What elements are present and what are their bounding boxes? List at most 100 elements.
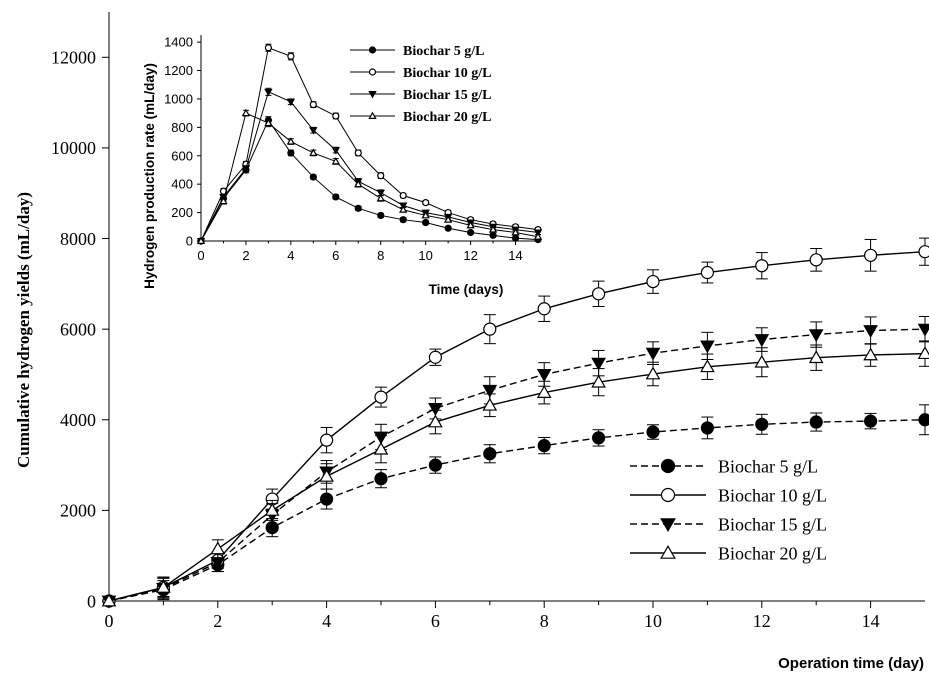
- main-data-point: [591, 357, 606, 371]
- main-legend-marker: [660, 544, 676, 559]
- main-data-point: [863, 347, 878, 361]
- main-data-point: [700, 265, 715, 280]
- main-y-axis-label: Cumulative hydrogen yields (mL/day): [14, 192, 33, 468]
- inset-data-point: [286, 137, 296, 145]
- main-data-point: [537, 438, 551, 453]
- main-legend: Biochar 5 g/L Biochar 10 g/L Biochar 15 g/…: [630, 456, 827, 563]
- inset-data-point: [309, 127, 318, 135]
- main-data-point: [917, 346, 929, 360]
- inset-data-point: [422, 218, 430, 227]
- main-data-point: [428, 414, 443, 428]
- inset-y-tick-label: 0: [186, 234, 193, 249]
- main-data-point: [917, 323, 929, 337]
- inset-legend-label: Biochar 10 g/L: [403, 66, 491, 81]
- inset-data-point: [377, 172, 385, 180]
- main-data-point: [428, 403, 443, 416]
- inset-data-point: [264, 88, 273, 97]
- inset-legend-marker: [368, 46, 377, 54]
- inset-y-tick-label: 1400: [164, 35, 193, 50]
- main-data-point: [428, 458, 442, 472]
- main-y-tick-label: 0: [87, 591, 96, 611]
- inset-data-point: [331, 147, 340, 155]
- inset-legend-label: Biochar 15 g/L: [403, 88, 491, 103]
- inset-y-tick-label: 1000: [164, 91, 193, 106]
- main-data-point: [156, 579, 171, 593]
- inset-series-line: [200, 91, 539, 242]
- inset-x-tick-label: 8: [377, 248, 384, 263]
- main-data-point: [645, 347, 661, 361]
- main-x-tick-label: 2: [213, 611, 222, 631]
- inset-legend-label: Biochar 5 g/L: [403, 44, 484, 59]
- inset-data-point: [354, 149, 362, 157]
- main-series-line: [108, 352, 926, 602]
- main-data-point: [483, 447, 497, 461]
- inset-data-point: [399, 191, 407, 200]
- main-data-point: [264, 502, 280, 516]
- main-legend-marker: [660, 487, 676, 503]
- main-data-point: [320, 433, 334, 447]
- main-x-axis-label: Operation time (day): [778, 655, 924, 672]
- inset-x-axis-label: Time (days): [429, 282, 504, 297]
- inset-legend-label: Biochar 20 g/L: [403, 110, 491, 125]
- main-data-point: [754, 354, 770, 368]
- inset-data-point: [376, 194, 385, 202]
- main-x-tick-label: 12: [753, 611, 771, 631]
- inset-y-tick-label: 200: [171, 205, 193, 220]
- main-data-point: [755, 417, 769, 431]
- main-y-tick-label: 4000: [60, 410, 96, 430]
- inset-data-point: [332, 193, 340, 201]
- main-data-point: [320, 492, 334, 506]
- inset-x-tick-label: 6: [332, 248, 339, 263]
- main-data-point: [700, 421, 715, 435]
- inset-data-point: [309, 148, 318, 156]
- main-data-point: [863, 325, 878, 339]
- main-chart: 0 2 4 6 8 10 12 14020004000600080001000012000Op…: [14, 12, 929, 672]
- main-y-tick-label: 2000: [60, 501, 96, 521]
- inset-y-axis-label: Hydrogen production rate (mL/day): [142, 63, 157, 289]
- inset-x-tick-label: 10: [418, 248, 432, 263]
- main-data-point: [210, 541, 226, 555]
- main-legend-label: Biochar 5 g/L: [718, 456, 818, 476]
- main-series-biochar-5-g-l: [102, 404, 929, 608]
- inset-data-point: [467, 228, 475, 237]
- inset-x-tick-label: 2: [242, 248, 249, 263]
- main-x-tick-label: 0: [105, 611, 114, 631]
- main-data-point: [863, 414, 878, 428]
- inset-x-tick-label: 0: [197, 248, 204, 263]
- inset-data-point: [488, 225, 498, 233]
- inset-series-biochar-20-g-l: [196, 108, 543, 244]
- inset-data-point: [219, 196, 228, 205]
- inset-data-point: [443, 215, 453, 223]
- main-legend-label: Biochar 15 g/L: [718, 514, 827, 534]
- main-legend-label: Biochar 10 g/L: [718, 485, 827, 505]
- main-x-tick-label: 8: [540, 611, 549, 631]
- main-data-point: [809, 415, 823, 429]
- inset-data-point: [264, 118, 273, 127]
- main-y-tick-label: 6000: [60, 319, 96, 339]
- inset-data-point: [354, 179, 363, 188]
- main-data-point: [536, 369, 552, 382]
- inset-data-point: [399, 205, 408, 213]
- inset-data-point: [511, 234, 520, 242]
- main-legend-marker: [660, 518, 676, 533]
- inset-legend-marker: [368, 111, 377, 120]
- main-x-tick-label: 6: [431, 611, 440, 631]
- inset-x-tick-label: 4: [287, 248, 294, 263]
- main-x-tick-label: 10: [644, 611, 662, 631]
- inset-x-tick-label: 12: [463, 248, 477, 263]
- inset-legend-marker: [368, 68, 377, 76]
- main-x-tick-label: 14: [862, 611, 880, 631]
- inset-data-point: [286, 98, 296, 107]
- inset-data-point: [421, 211, 430, 219]
- inset-data-point: [422, 199, 430, 207]
- main-data-point: [863, 248, 878, 262]
- inset-data-point: [511, 228, 520, 236]
- main-series-biochar-20-g-l: [101, 340, 929, 607]
- inset-legend: Biochar 5 g/L Biochar 10 g/L Biochar 15 g/…: [350, 44, 491, 125]
- main-data-point: [918, 413, 929, 427]
- inset-data-point: [241, 108, 251, 117]
- inset-y-tick-label: 600: [171, 148, 193, 163]
- inset-data-point: [331, 157, 340, 165]
- main-data-point: [591, 287, 606, 301]
